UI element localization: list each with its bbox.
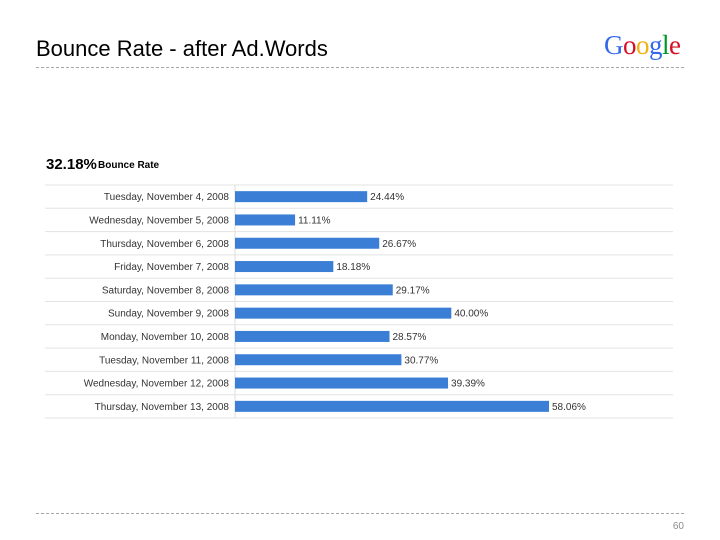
bar (235, 307, 452, 319)
logo-letter: G (604, 30, 624, 60)
google-logo: Google (604, 30, 681, 61)
value-label: 18.18% (336, 262, 370, 273)
value-label: 24.44% (370, 192, 404, 203)
logo-letter: o (623, 30, 637, 60)
category-label: Monday, November 10, 2008 (101, 332, 230, 343)
bar (235, 261, 334, 273)
category-label: Friday, November 7, 2008 (114, 262, 229, 273)
category-label: Wednesday, November 5, 2008 (89, 215, 229, 226)
logo-letter: e (669, 30, 681, 60)
value-label: 28.57% (393, 332, 427, 343)
logo-letter: o (636, 30, 650, 60)
value-label: 26.67% (382, 239, 416, 250)
category-label: Sunday, November 9, 2008 (108, 309, 229, 320)
bar (235, 330, 390, 342)
page-number: 60 (672, 521, 684, 532)
bar (235, 214, 296, 226)
value-label: 40.00% (454, 309, 488, 320)
category-label: Saturday, November 8, 2008 (102, 285, 230, 296)
summary-value: 32.18% (46, 156, 97, 173)
bar (235, 377, 449, 389)
slide-title: Bounce Rate - after Ad.Words (36, 36, 328, 61)
value-label: 58.06% (552, 402, 586, 413)
category-label: Wednesday, November 12, 2008 (84, 379, 230, 390)
category-label: Tuesday, November 4, 2008 (104, 192, 230, 203)
summary-label: Bounce Rate (98, 160, 160, 171)
category-label: Thursday, November 6, 2008 (100, 239, 229, 250)
bar (235, 400, 549, 412)
top-divider (36, 67, 684, 68)
bar (235, 237, 380, 249)
bar (235, 191, 368, 203)
bar (235, 354, 402, 366)
logo-letter: g (649, 30, 663, 60)
value-label: 39.39% (451, 379, 485, 390)
value-label: 11.11% (298, 215, 331, 226)
value-label: 30.77% (404, 355, 438, 366)
category-label: Tuesday, November 11, 2008 (99, 355, 229, 366)
logo-letter: l (662, 30, 670, 60)
category-label: Thursday, November 13, 2008 (95, 402, 230, 413)
value-label: 29.17% (396, 285, 430, 296)
bottom-divider (36, 513, 684, 514)
bar (235, 284, 393, 296)
